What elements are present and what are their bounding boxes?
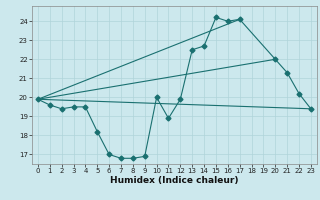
X-axis label: Humidex (Indice chaleur): Humidex (Indice chaleur): [110, 176, 239, 185]
